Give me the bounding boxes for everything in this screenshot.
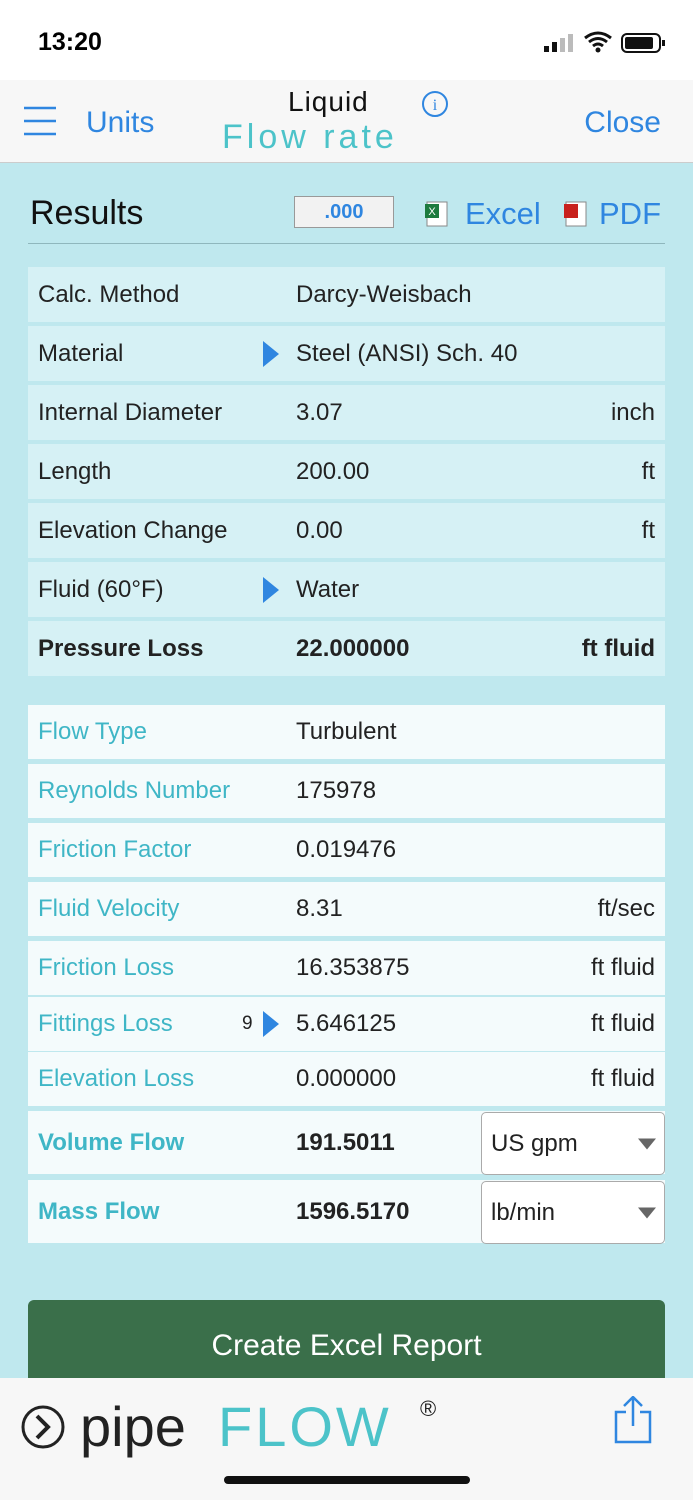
row-value: 0.019476 [296, 836, 397, 863]
result-row: Length 200.00 ft [28, 444, 665, 499]
row-label: Friction Factor [38, 836, 192, 863]
row-label: Fittings Loss [38, 1010, 173, 1037]
row-label: Fluid (60°F) [38, 575, 164, 603]
flow-value: 191.5011 [296, 1128, 395, 1156]
clock: 13:20 [38, 28, 102, 56]
row-value: 0.00 [296, 516, 343, 544]
row-value: 175978 [296, 777, 377, 804]
brand-right: FLOW [218, 1395, 392, 1458]
dropdown-arrow [638, 1138, 656, 1149]
flow-value: 1596.5170 [296, 1197, 410, 1225]
flow-label: Mass Flow [38, 1197, 160, 1225]
row-unit: ft/sec [597, 895, 655, 922]
brand-left: pipe [80, 1395, 186, 1458]
result-row: Flow Type Turbulent [28, 705, 665, 759]
row-label: Elevation Loss [38, 1065, 195, 1092]
svg-text:X: X [428, 206, 436, 218]
row-value: Water [296, 575, 360, 603]
link-arrow[interactable] [263, 340, 279, 367]
result-row: Fluid Velocity 8.31 ft/sec [28, 882, 665, 936]
app-title-bottom: Flow rate [222, 118, 398, 156]
result-row: Friction Loss 16.353875 ft fluid [28, 941, 665, 995]
result-row: Internal Diameter 3.07 inch [28, 385, 665, 440]
flow-row: Volume Flow 191.5011 US gpm [28, 1111, 665, 1175]
result-row: Fittings Loss 5.646125 ft fluid 9 [28, 997, 665, 1051]
row-unit: ft fluid [581, 634, 655, 662]
row-label: Internal Diameter [38, 398, 223, 426]
status-bar: 13:20 [0, 0, 693, 80]
row-value: 3.07 [296, 398, 343, 426]
row-value: 22.000000 [296, 634, 410, 662]
row-unit: ft fluid [590, 1010, 655, 1037]
row-value: 5.646125 [296, 1010, 397, 1037]
row-value: 0.000000 [296, 1065, 397, 1092]
results-title: Results [30, 194, 144, 232]
row-label: Fluid Velocity [38, 895, 180, 922]
row-label: Elevation Change [38, 516, 228, 544]
row-unit: inch [610, 398, 655, 426]
row-label: Friction Loss [38, 954, 175, 981]
excel-button[interactable]: Excel [465, 196, 541, 231]
divider [28, 243, 665, 244]
unit-select-value: lb/min [491, 1198, 556, 1226]
row-value: 16.353875 [296, 954, 410, 981]
home-indicator [224, 1476, 470, 1484]
unit-select[interactable]: US gpm [481, 1112, 665, 1175]
row-value: Turbulent [296, 718, 397, 745]
row-value: 8.31 [296, 895, 343, 922]
row-value: Steel (ANSI) Sch. 40 [296, 339, 518, 367]
flow-label: Volume Flow [38, 1128, 185, 1156]
row-label: Material [38, 339, 124, 367]
pdf-button[interactable]: PDF [599, 196, 661, 231]
row-unit: ft [641, 457, 655, 485]
status-icons [544, 31, 665, 53]
result-row: Calc. Method Darcy-Weisbach [28, 267, 665, 322]
row-unit: ft fluid [590, 1065, 655, 1092]
units-button[interactable]: Units [86, 106, 155, 139]
row-label: Calc. Method [38, 280, 180, 308]
nav-bar: Units Liquid i Flow rate Close [0, 80, 693, 163]
info-icon[interactable]: i [421, 90, 449, 118]
result-row: Reynolds Number 175978 [28, 764, 665, 818]
menu-icon[interactable] [24, 106, 58, 136]
row-value: Darcy-Weisbach [296, 280, 472, 308]
share-icon[interactable] [612, 1396, 654, 1446]
row-unit: ft fluid [590, 954, 655, 981]
row-value: 200.00 [296, 457, 370, 485]
close-button[interactable]: Close [584, 106, 661, 139]
brand-mark: ® [420, 1396, 437, 1421]
unit-select-value: US gpm [491, 1129, 578, 1157]
result-row: Pressure Loss 22.000000 ft fluid [28, 621, 665, 676]
unit-select[interactable]: lb/min [481, 1181, 665, 1244]
excel-icon[interactable]: X [425, 200, 449, 228]
logo-icon [21, 1405, 65, 1449]
result-row: Elevation Change 0.00 ft [28, 503, 665, 558]
link-arrow[interactable] [263, 576, 279, 603]
row-label: Flow Type [38, 718, 147, 745]
pdf-icon[interactable] [564, 200, 588, 228]
link-arrow[interactable] [263, 1011, 279, 1037]
dropdown-arrow [638, 1207, 656, 1218]
footer: pipe FLOW ® [0, 1378, 693, 1500]
svg-text:i: i [433, 97, 438, 114]
precision-button[interactable]: .000 [294, 196, 394, 228]
row-label: Reynolds Number [38, 777, 231, 804]
fittings-count: 9 [242, 1013, 253, 1034]
result-row: Friction Factor 0.019476 [28, 823, 665, 877]
result-row: Material Steel (ANSI) Sch. 40 [28, 326, 665, 381]
result-row: Fluid (60°F) Water [28, 562, 665, 617]
app-title-top: Liquid [288, 86, 369, 117]
result-row: Elevation Loss 0.000000 ft fluid [28, 1052, 665, 1106]
row-label: Length [38, 457, 112, 485]
row-unit: ft [641, 516, 655, 544]
row-label: Pressure Loss [38, 634, 204, 662]
flow-row: Mass Flow 1596.5170 lb/min [28, 1180, 665, 1244]
